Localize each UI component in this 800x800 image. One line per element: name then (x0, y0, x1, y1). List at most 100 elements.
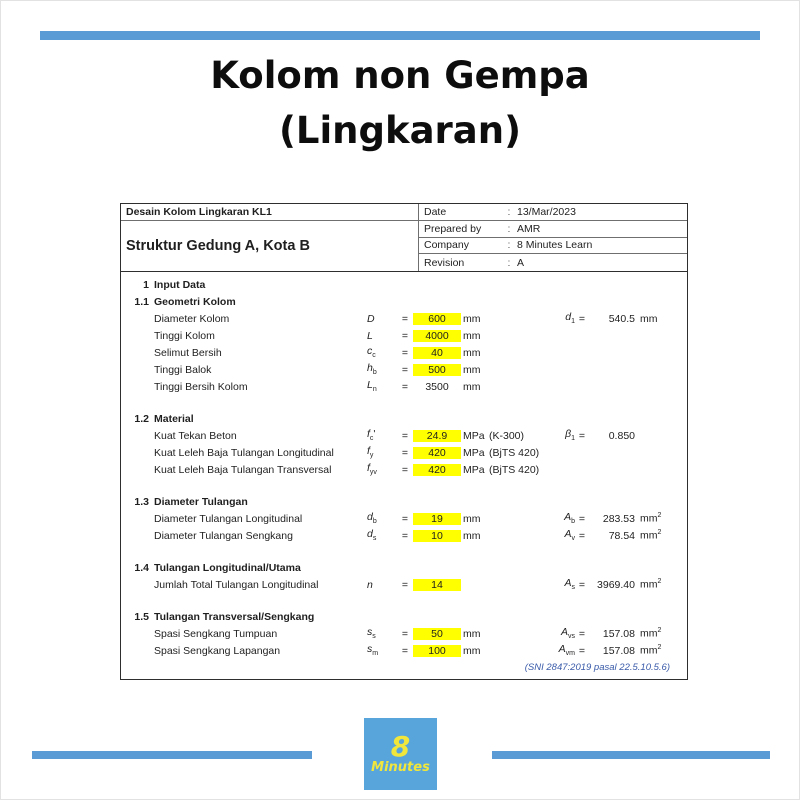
input-value-cell[interactable]: 420 (413, 446, 461, 459)
equals-sign: = (401, 312, 409, 325)
derived-unit: mm2 (640, 644, 662, 657)
input-value-cell[interactable]: 600 (413, 312, 461, 325)
math-symbol: A (564, 511, 572, 524)
value-cell: 3500 (425, 380, 449, 393)
page-title: Kolom non Gempa (Lingkaran) (0, 48, 800, 158)
row-annotation: (BjTS 420) (489, 446, 540, 459)
section-title: Input Data (154, 278, 206, 291)
data-row: Diameter Tulangan Sengkang ds = 10 mm Av = 78.5… (121, 527, 687, 544)
math-symbol: A (564, 577, 572, 590)
input-value-cell[interactable]: 500 (413, 363, 461, 376)
derived-value: 540.5 (608, 312, 635, 325)
meta-value: AMR (517, 222, 541, 235)
logo-word: Minutes (371, 759, 430, 775)
section-number: 1 (143, 278, 149, 291)
equals-sign: = (578, 627, 586, 640)
page-title-line2: (Lingkaran) (278, 109, 522, 152)
equals-sign: = (401, 627, 409, 640)
derived-value: 157.08 (602, 627, 635, 640)
math-symbol: A (560, 626, 568, 639)
derived-symbol: As (564, 577, 575, 592)
row-symbol: sm (367, 643, 379, 658)
row-unit: mm (463, 312, 481, 325)
row-symbol: cc (367, 345, 376, 360)
derived-symbol: Ab (564, 511, 575, 526)
row-label: Jumlah Total Tulangan Longitudinal (154, 578, 319, 591)
section-heading: 1.3 Diameter Tulangan (121, 493, 687, 510)
equals-sign: = (578, 429, 586, 442)
row-unit: mm (463, 363, 481, 376)
equals-sign: = (401, 346, 409, 359)
derived-unit: mm2 (640, 512, 662, 525)
section-number: 1.5 (134, 610, 149, 623)
derived-symbol: Avs (560, 626, 575, 641)
data-row: Kuat Tekan Beton fc' = 24.9 MPa (K-300) β1 = 0.8… (121, 427, 687, 444)
data-row: Jumlah Total Tulangan Longitudinal n = 14 As… (121, 576, 687, 593)
row-label: Tinggi Kolom (154, 329, 215, 342)
input-value-cell[interactable]: 24.9 (413, 429, 461, 442)
row-symbol: ds (367, 528, 377, 543)
equals-sign: = (578, 512, 586, 525)
data-row: Tinggi Bersih Kolom Ln = 3500 mm (121, 378, 687, 395)
section-number: 1.4 (134, 561, 149, 574)
meta-rows: Date:13/Mar/2023 Prepared by: AMR Company:8… (419, 204, 687, 271)
equals-sign: = (401, 446, 409, 459)
math-symbol: L (367, 329, 373, 342)
equals-sign: = (578, 578, 586, 591)
data-row: Tinggi Balok hb = 500 mm (121, 361, 687, 378)
eight-minutes-logo: 8 Minutes (364, 718, 437, 790)
input-value-cell[interactable]: 10 (413, 529, 461, 542)
meta-separator: : (507, 222, 511, 235)
input-value-cell[interactable]: 100 (413, 644, 461, 657)
math-symbol: f (367, 445, 370, 458)
equals-sign: = (401, 578, 409, 591)
input-value-cell[interactable]: 50 (413, 627, 461, 640)
row-annotation: (K-300) (489, 429, 525, 442)
row-symbol: fy (367, 445, 374, 460)
row-symbol: fyv (367, 462, 377, 477)
meta-separator: : (507, 205, 511, 218)
equals-sign: = (401, 363, 409, 376)
row-symbol: Ln (367, 379, 377, 394)
derived-unit: mm2 (640, 529, 662, 542)
row-label: Spasi Sengkang Tumpuan (154, 627, 278, 640)
section-title: Diameter Tulangan (154, 495, 248, 508)
section-1: 1 Input Data (121, 276, 687, 293)
bottom-accent-bar-left (32, 751, 312, 759)
sheet-body: 1 Input Data 1.1 Geometri Kolom Diameter Kol… (121, 272, 687, 675)
input-value-cell[interactable]: 14 (413, 578, 461, 591)
meta-value: 13/Mar/2023 (517, 205, 576, 218)
sheet-header: Desain Kolom Lingkaran KL1 Struktur Gedu… (121, 204, 687, 272)
row-symbol: D (367, 313, 397, 325)
derived-symbol: Av (564, 528, 575, 543)
math-symbol: β (565, 428, 572, 441)
math-symbol: f (367, 462, 370, 475)
data-row: Kuat Leleh Baja Tulangan Transversal fyv =… (121, 461, 687, 478)
math-symbol: d (367, 528, 373, 541)
section-1.3: 1.3 Diameter Tulangan Diameter Tulangan Lo… (121, 493, 687, 544)
row-unit: MPa (463, 463, 485, 476)
row-unit: MPa (463, 429, 485, 442)
row-label: Diameter Tulangan Sengkang (154, 529, 293, 542)
input-value-cell[interactable]: 19 (413, 512, 461, 525)
row-annotation: (BjTS 420) (489, 463, 540, 476)
meta-label: Company (424, 239, 469, 252)
meta-value: 8 Minutes Learn (517, 239, 593, 252)
input-value-cell[interactable]: 4000 (413, 329, 461, 342)
row-label: Selimut Bersih (154, 346, 222, 359)
input-value-cell[interactable]: 40 (413, 346, 461, 359)
section-1.4: 1.4 Tulangan Longitudinal/Utama Jumlah Tot… (121, 559, 687, 593)
row-unit: mm (463, 644, 481, 657)
row-symbol: hb (367, 362, 377, 377)
data-row: Spasi Sengkang Lapangan sm = 100 mm Avm = 157.0… (121, 642, 687, 659)
row-unit: mm (463, 529, 481, 542)
input-value-cell[interactable]: 420 (413, 463, 461, 476)
data-row: Spasi Sengkang Tumpuan ss = 50 mm Avs = 157.08 m… (121, 625, 687, 642)
meta-label: Prepared by (424, 222, 482, 235)
bottom-accent-bar-right (492, 751, 770, 759)
math-symbol: L (367, 379, 373, 392)
derived-symbol: d1 (565, 311, 575, 326)
section-1.5: 1.5 Tulangan Transversal/Sengkang Spasi Se… (121, 608, 687, 659)
meta-label: Revision (424, 256, 465, 269)
